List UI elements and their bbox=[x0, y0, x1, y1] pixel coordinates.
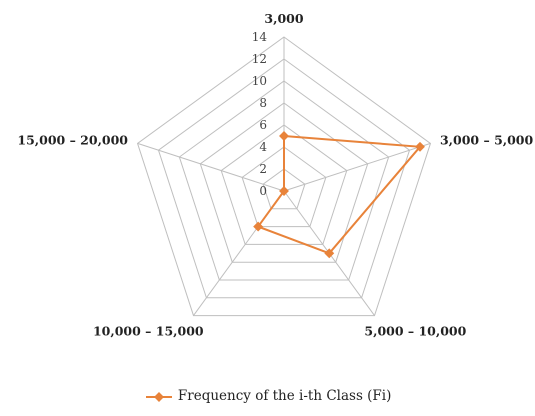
grid-spoke bbox=[137, 142, 285, 192]
category-label: 10,000 – 15,000 bbox=[93, 324, 204, 339]
data-point bbox=[324, 248, 335, 259]
tick-label: 14 bbox=[252, 30, 268, 44]
series-frequency bbox=[253, 131, 425, 259]
tick-label: 2 bbox=[259, 162, 267, 176]
grid-ring bbox=[262, 168, 306, 210]
grid-ring bbox=[136, 36, 432, 317]
series-line bbox=[256, 134, 423, 255]
grid-ring bbox=[199, 102, 369, 263]
category-label: 5,000 – 10,000 bbox=[364, 324, 466, 339]
legend-marker-icon bbox=[145, 391, 172, 402]
category-label: 15,000 – 20,000 bbox=[17, 132, 128, 147]
category-labels: 3,000 3,000 – 5,000 5,000 – 10,000 10,000 –… bbox=[17, 11, 533, 339]
grid-ring bbox=[220, 124, 348, 245]
grid-ring bbox=[241, 146, 327, 228]
tick-label: 12 bbox=[252, 52, 267, 66]
data-point bbox=[279, 131, 289, 141]
tick-label: 6 bbox=[259, 118, 267, 132]
tick-label: 10 bbox=[252, 74, 267, 88]
tick-label: 0 bbox=[259, 184, 267, 198]
tick-label: 8 bbox=[259, 96, 267, 110]
grid-spoke bbox=[283, 142, 431, 192]
grid-ring bbox=[157, 58, 411, 299]
data-point bbox=[415, 141, 425, 152]
radar-chart: 0 2 4 6 8 10 12 14 3,000 3,000 – 5,000 5,000 – 10… bbox=[17, 11, 533, 339]
grid-ring bbox=[178, 80, 390, 281]
category-label: 3,000 bbox=[264, 11, 303, 26]
data-point bbox=[253, 221, 264, 232]
category-label: 3,000 – 5,000 bbox=[440, 132, 534, 147]
data-point bbox=[279, 186, 289, 196]
tick-label: 4 bbox=[259, 140, 267, 154]
radial-tick-labels: 0 2 4 6 8 10 12 14 bbox=[252, 30, 268, 198]
legend: Frequency of the i-th Class (Fi) bbox=[0, 388, 535, 404]
legend-label: Frequency of the i-th Class (Fi) bbox=[177, 388, 392, 404]
